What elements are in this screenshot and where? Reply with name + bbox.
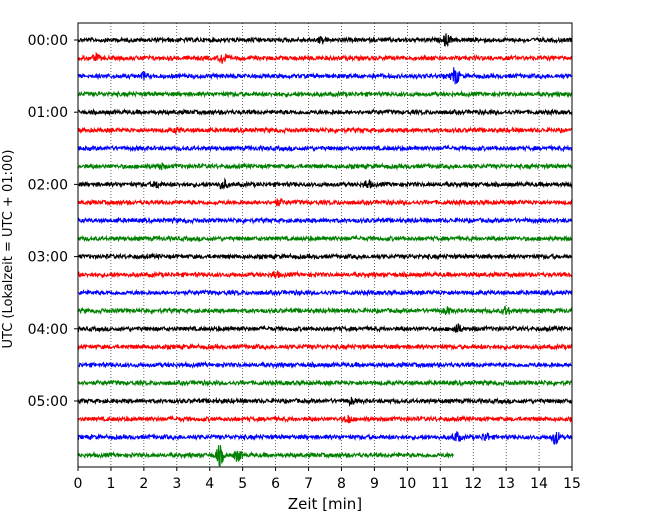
trace-0300 [77, 252, 573, 261]
y-tick-label: 04:00 [28, 322, 68, 338]
x-tick-label: 12 [464, 476, 482, 492]
trace-0545 [77, 445, 454, 467]
trace-0445 [77, 378, 573, 388]
trace-0515 [77, 414, 573, 424]
trace-0045 [77, 89, 573, 99]
x-tick-label: 1 [106, 476, 115, 492]
y-axis-ticks: 00:00 01:00 02:00 03:00 04:00 05:00 [28, 33, 78, 410]
trace-group [77, 33, 573, 467]
x-tick-label: 10 [398, 476, 416, 492]
x-tick-label: 5 [238, 476, 247, 492]
y-tick-label: 05:00 [28, 394, 68, 410]
trace-0400 [77, 323, 573, 334]
trace-0530 [77, 431, 573, 446]
trace-0115 [77, 126, 573, 136]
trace-0230 [77, 216, 573, 225]
trace-0500 [77, 396, 573, 407]
x-tick-label: 6 [271, 476, 280, 492]
trace-0415 [77, 342, 573, 352]
trace-0200 [77, 177, 573, 190]
x-tick-label: 0 [74, 476, 83, 492]
trace-0145 [77, 161, 573, 171]
trace-0430 [77, 360, 573, 370]
x-tick-label: 9 [370, 476, 379, 492]
x-tick-label: 2 [139, 476, 148, 492]
y-tick-label: 00:00 [28, 33, 68, 49]
x-tick-label: 7 [304, 476, 313, 492]
trace-0315 [77, 270, 573, 280]
x-tick-label: 11 [431, 476, 449, 492]
y-tick-label: 03:00 [28, 250, 68, 266]
trace-0100 [77, 108, 573, 117]
y-tick-label: 01:00 [28, 105, 68, 121]
x-axis-ticks: 0 1 2 3 4 5 6 7 8 9 10 11 12 13 14 15 [74, 467, 581, 492]
trace-0130 [77, 143, 573, 153]
trace-0030 [77, 67, 573, 85]
x-tick-label: 3 [172, 476, 181, 492]
x-axis-label: Zeit [min] [288, 495, 362, 513]
x-tick-label: 14 [530, 476, 548, 492]
grid-lines [110, 23, 540, 467]
x-tick-label: 15 [563, 476, 581, 492]
trace-0330 [77, 288, 573, 297]
trace-0000 [77, 33, 573, 47]
trace-0215 [77, 198, 573, 207]
trace-0345 [77, 305, 573, 316]
x-tick-label: 4 [205, 476, 214, 492]
x-tick-label: 13 [497, 476, 515, 492]
trace-0015 [77, 51, 573, 64]
plot-frame [77, 22, 573, 468]
trace-0245 [77, 234, 573, 243]
y-axis-label: UTC (Lokalzeit = UTC + 01:00) [1, 150, 16, 349]
y-tick-label: 02:00 [28, 177, 68, 193]
x-tick-label: 8 [337, 476, 346, 492]
